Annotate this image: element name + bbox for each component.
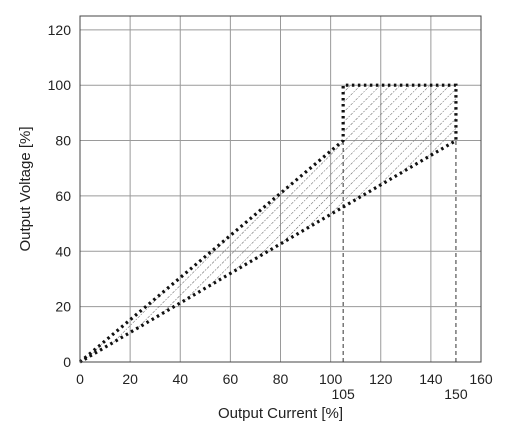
x-tick-label: 20 [122, 371, 138, 387]
y-axis-label: Output Voltage [%] [17, 126, 34, 251]
x-tick-labels: 0 20 40 60 80 100 120 140 160 [76, 371, 493, 387]
region-fill [80, 85, 456, 362]
y-tick-label: 40 [55, 243, 71, 259]
x-axis-label: Output Current [%] [218, 405, 343, 422]
annotation-label: 150 [444, 386, 468, 402]
x-tick-label: 100 [319, 371, 343, 387]
plot-frame [79, 15, 482, 363]
y-tick-label: 100 [48, 77, 72, 93]
x-tick-label: 40 [172, 371, 188, 387]
x-tick-label: 60 [223, 371, 239, 387]
y-tick-label: 60 [55, 188, 71, 204]
x-tick-label: 80 [273, 371, 289, 387]
operating-region [78, 83, 458, 364]
y-tick-labels: 0 20 40 60 80 100 120 [48, 22, 72, 370]
y-tick-label: 20 [55, 299, 71, 315]
annotations: 105 150 [331, 386, 467, 402]
x-tick-label: 140 [419, 371, 443, 387]
y-tick-label: 80 [55, 133, 71, 149]
x-tick-label: 0 [76, 371, 84, 387]
y-tick-label: 120 [48, 22, 72, 38]
x-tick-label: 160 [469, 371, 493, 387]
y-tick-label: 0 [63, 354, 71, 370]
x-tick-label: 120 [369, 371, 393, 387]
annotation-label: 105 [331, 386, 355, 402]
